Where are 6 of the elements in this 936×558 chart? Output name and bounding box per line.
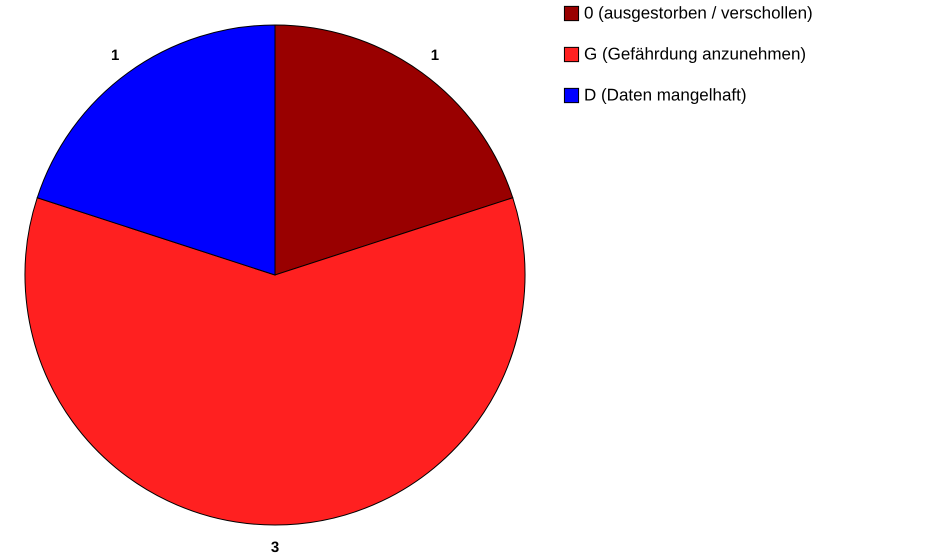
legend-label: G (Gefährdung anzunehmen) xyxy=(584,44,806,64)
data-label: 1 xyxy=(110,46,120,64)
legend-label: D (Daten mangelhaft) xyxy=(584,86,747,104)
data-label: 3 xyxy=(270,539,280,556)
data-label: 1 xyxy=(430,46,440,64)
legend-label: 0 (ausgestorben / verschollen) xyxy=(584,4,813,22)
